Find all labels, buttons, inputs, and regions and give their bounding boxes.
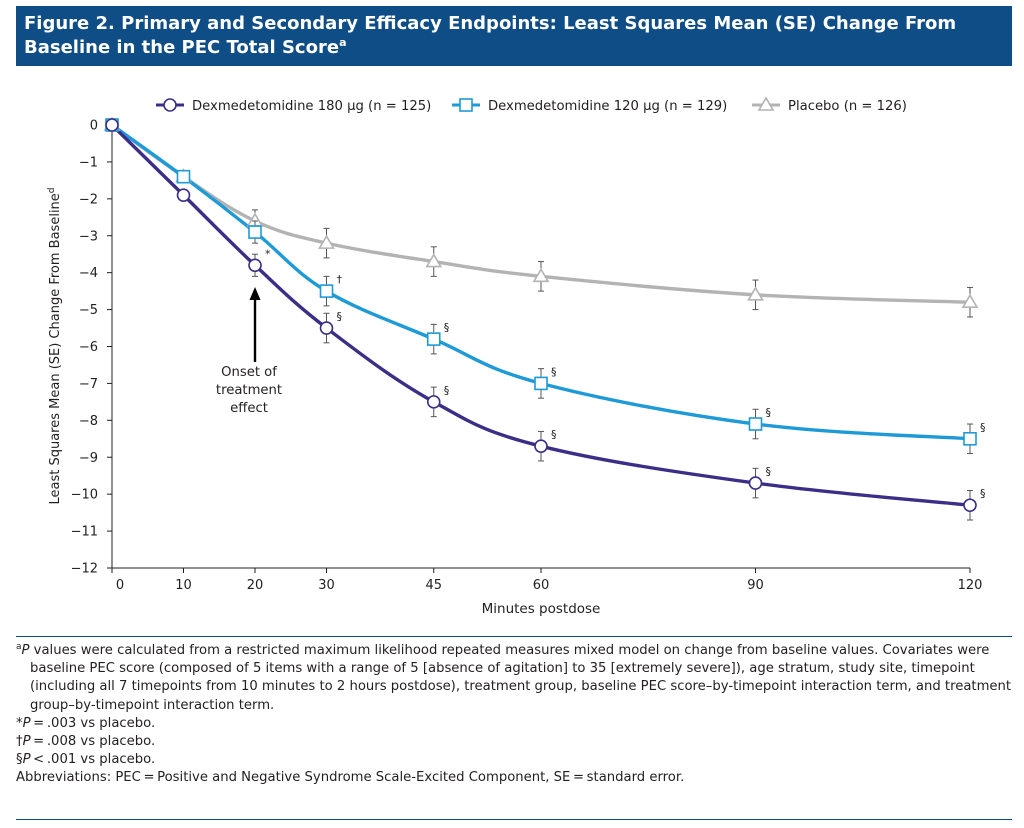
legend-marker-square [459, 98, 473, 112]
data-point-square [534, 376, 548, 391]
data-point-circle [426, 395, 441, 409]
x-tick-label: 60 [533, 578, 550, 593]
y-tick-label: −3 [79, 229, 98, 244]
figure-title-superscript: a [339, 36, 347, 49]
footnotes: aP values were calculated from a restric… [16, 642, 1012, 788]
footnote-abbreviations: Abbreviations: PEC = Positive and Negati… [16, 770, 685, 786]
y-tick-label: −9 [79, 451, 98, 466]
data-point-circle [105, 118, 119, 132]
chart-axes: 0 −1 −2 −3 −4 −5 −6 −7 −8 −9 −10 −11 −12 0 10 20 30 45 60 9… [47, 119, 982, 618]
data-point-triangle [532, 267, 550, 283]
x-axis-title: Minutes postdose [482, 601, 601, 617]
footnote-dagger: †P = .008 vs placebo. [16, 733, 1012, 751]
data-point-circle [748, 476, 763, 490]
x-tick-label: 45 [425, 578, 442, 593]
footnote-star: *P = .003 vs placebo. [16, 715, 1012, 733]
data-point-triangle [747, 286, 764, 301]
y-axis-title-text: Least Squares Mean (SE) Change From Base… [48, 193, 63, 504]
legend-marker-circle [163, 98, 177, 112]
x-tick-label: 0 [116, 578, 124, 593]
footnote-top-rule [16, 636, 1012, 637]
data-point-square [319, 284, 334, 298]
footnote-methods: aP values were calculated from a restric… [16, 642, 1012, 715]
footnote-bottom-rule [16, 819, 1012, 820]
significance-marker: § [766, 406, 772, 419]
footnote-methods-p: P [21, 643, 30, 658]
y-axis-title: Least Squares Mean (SE) Change From Base… [47, 187, 63, 504]
footnote-section-symbol: § [16, 752, 23, 768]
y-tick-label: −2 [79, 192, 98, 207]
x-tick-label: 20 [247, 578, 264, 593]
chart-annotations: † § § § § * § § § § § Onset of treatment effect [216, 247, 986, 500]
figure-title-text: Figure 2. Primary and Secondary Efficacy… [24, 13, 957, 58]
y-tick-label: −4 [79, 266, 98, 281]
y-tick-label: −8 [79, 414, 98, 429]
significance-marker: § [444, 321, 450, 334]
significance-marker: § [766, 465, 772, 478]
significance-marker: § [980, 487, 986, 500]
data-point-square [426, 332, 441, 346]
onset-annotation-line: Onset of [221, 365, 277, 380]
onset-annotation-line: treatment [216, 383, 282, 398]
significance-marker: § [980, 421, 986, 434]
chart-markers [103, 116, 979, 521]
footnote-dagger-p: P [22, 734, 31, 750]
data-point-circle [176, 188, 191, 202]
y-tick-label: −7 [79, 377, 98, 392]
onset-arrow-head [249, 287, 261, 300]
significance-marker: § [551, 365, 557, 378]
data-point-triangle [961, 293, 979, 309]
y-axis-title-superscript: d [47, 187, 57, 193]
data-point-circle [319, 321, 334, 335]
legend-marker-triangle [757, 96, 775, 111]
data-point-triangle [425, 253, 443, 268]
footnote-section-p: P [22, 752, 31, 768]
data-point-square [748, 417, 763, 431]
data-point-square [963, 431, 977, 446]
y-tick-label: −1 [79, 155, 98, 170]
chart-legend: Dexmedetomidine 180 µg (n = 125) Dexmedet… [156, 96, 907, 114]
footnote-star-p: P [22, 715, 31, 731]
x-tick-label: 120 [958, 578, 983, 593]
footnote-star-symbol: * [16, 715, 23, 731]
data-point-circle [534, 439, 548, 453]
significance-marker: § [551, 428, 557, 441]
figure-title: Figure 2. Primary and Secondary Efficacy… [16, 6, 1012, 66]
data-point-triangle [318, 234, 335, 249]
footnote-dagger-text: = .008 vs placebo. [30, 734, 156, 750]
x-tick-label: 30 [318, 578, 335, 593]
significance-marker: † [337, 273, 343, 286]
legend-label: Dexmedetomidine 120 µg (n = 129) [488, 99, 727, 114]
y-tick-label: −10 [71, 488, 98, 503]
data-point-square [248, 225, 262, 239]
x-tick-label: 90 [747, 578, 764, 593]
data-point-circle [963, 498, 977, 513]
legend-label: Dexmedetomidine 180 µg (n = 125) [192, 99, 431, 114]
y-tick-label: −11 [71, 525, 98, 540]
footnote-star-text: = .003 vs placebo. [30, 715, 156, 731]
y-tick-label: 0 [90, 119, 98, 134]
footnote-section-text: < .001 vs placebo. [30, 752, 156, 768]
footnote-dagger-symbol: † [16, 734, 23, 750]
onset-annotation-line: effect [230, 401, 268, 416]
significance-marker: § [337, 310, 343, 323]
footnote-section: §P < .001 vs placebo. [16, 751, 1012, 769]
y-tick-label: −12 [71, 562, 98, 577]
y-tick-label: −6 [79, 340, 98, 355]
data-point-square [176, 169, 191, 184]
significance-marker: * [265, 247, 271, 260]
footnote-methods-superscript: a [16, 642, 22, 652]
footnote-methods-text: values were calculated from a restricted… [29, 643, 1012, 713]
y-tick-label: −5 [79, 303, 98, 318]
data-point-circle [248, 258, 262, 273]
line-chart: 0 −1 −2 −3 −4 −5 −6 −7 −8 −9 −10 −11 −12 0 10 20 30 45 60 9… [47, 96, 986, 618]
x-tick-label: 10 [175, 578, 192, 593]
significance-marker: § [444, 384, 450, 397]
legend-label: Placebo (n = 126) [788, 99, 907, 114]
